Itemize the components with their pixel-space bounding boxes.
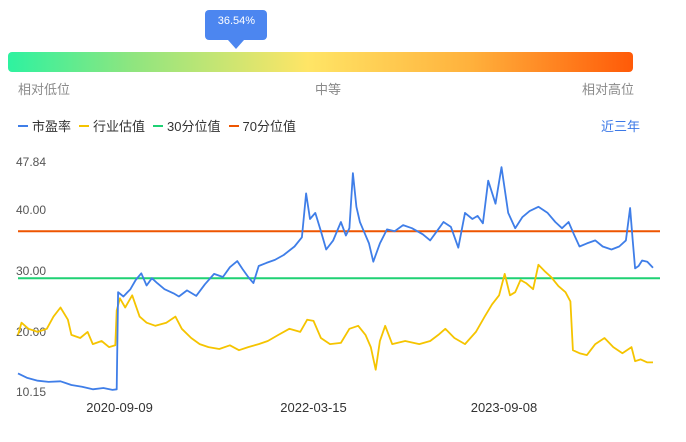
chart-legend: 市盈率 行业估值 30分位值 70分位值 bbox=[18, 116, 304, 135]
y-tick-label-4: 10.15 bbox=[16, 385, 46, 399]
y-tick-label-2: 30.00 bbox=[16, 264, 46, 278]
gauge-low-label: 相对低位 bbox=[18, 82, 71, 97]
legend-item-industry[interactable]: 行业估值 bbox=[79, 116, 145, 135]
legend-label-p70: 70分位值 bbox=[242, 119, 296, 134]
gauge-mid-label: 中等 bbox=[315, 82, 342, 97]
range-selector-button[interactable]: 近三年 bbox=[600, 119, 640, 134]
legend-item-p30[interactable]: 30分位值 bbox=[153, 116, 221, 135]
x-tick-label-0: 2020-09-09 bbox=[86, 400, 153, 415]
y-tick-label-1: 40.00 bbox=[16, 203, 46, 217]
legend-swatch-p30 bbox=[153, 124, 164, 127]
y-tick-label-0: 47.84 bbox=[16, 155, 46, 169]
gauge-high-label: 相对高位 bbox=[582, 82, 635, 97]
x-tick-label-1: 2022-03-15 bbox=[280, 400, 347, 415]
legend-item-pe[interactable]: 市盈率 bbox=[18, 116, 71, 135]
legend-item-p70[interactable]: 70分位值 bbox=[228, 116, 296, 135]
legend-swatch-pe bbox=[18, 124, 28, 127]
legend-swatch-p70 bbox=[228, 124, 239, 127]
percentile-gradient-bar bbox=[8, 52, 633, 72]
series-line-industry bbox=[17, 263, 653, 371]
percentile-bubble: 36.54% bbox=[205, 10, 268, 40]
x-tick-label-2: 2023-09-08 bbox=[471, 400, 538, 415]
legend-swatch-industry bbox=[79, 124, 90, 127]
legend-label-p30: 30分位值 bbox=[167, 119, 221, 134]
series-line-pe bbox=[17, 166, 654, 391]
percentile-pointer-icon bbox=[228, 40, 245, 49]
legend-label-pe: 市盈率 bbox=[32, 119, 72, 134]
y-tick-label-3: 20.00 bbox=[16, 325, 46, 339]
legend-label-industry: 行业估值 bbox=[93, 119, 146, 134]
